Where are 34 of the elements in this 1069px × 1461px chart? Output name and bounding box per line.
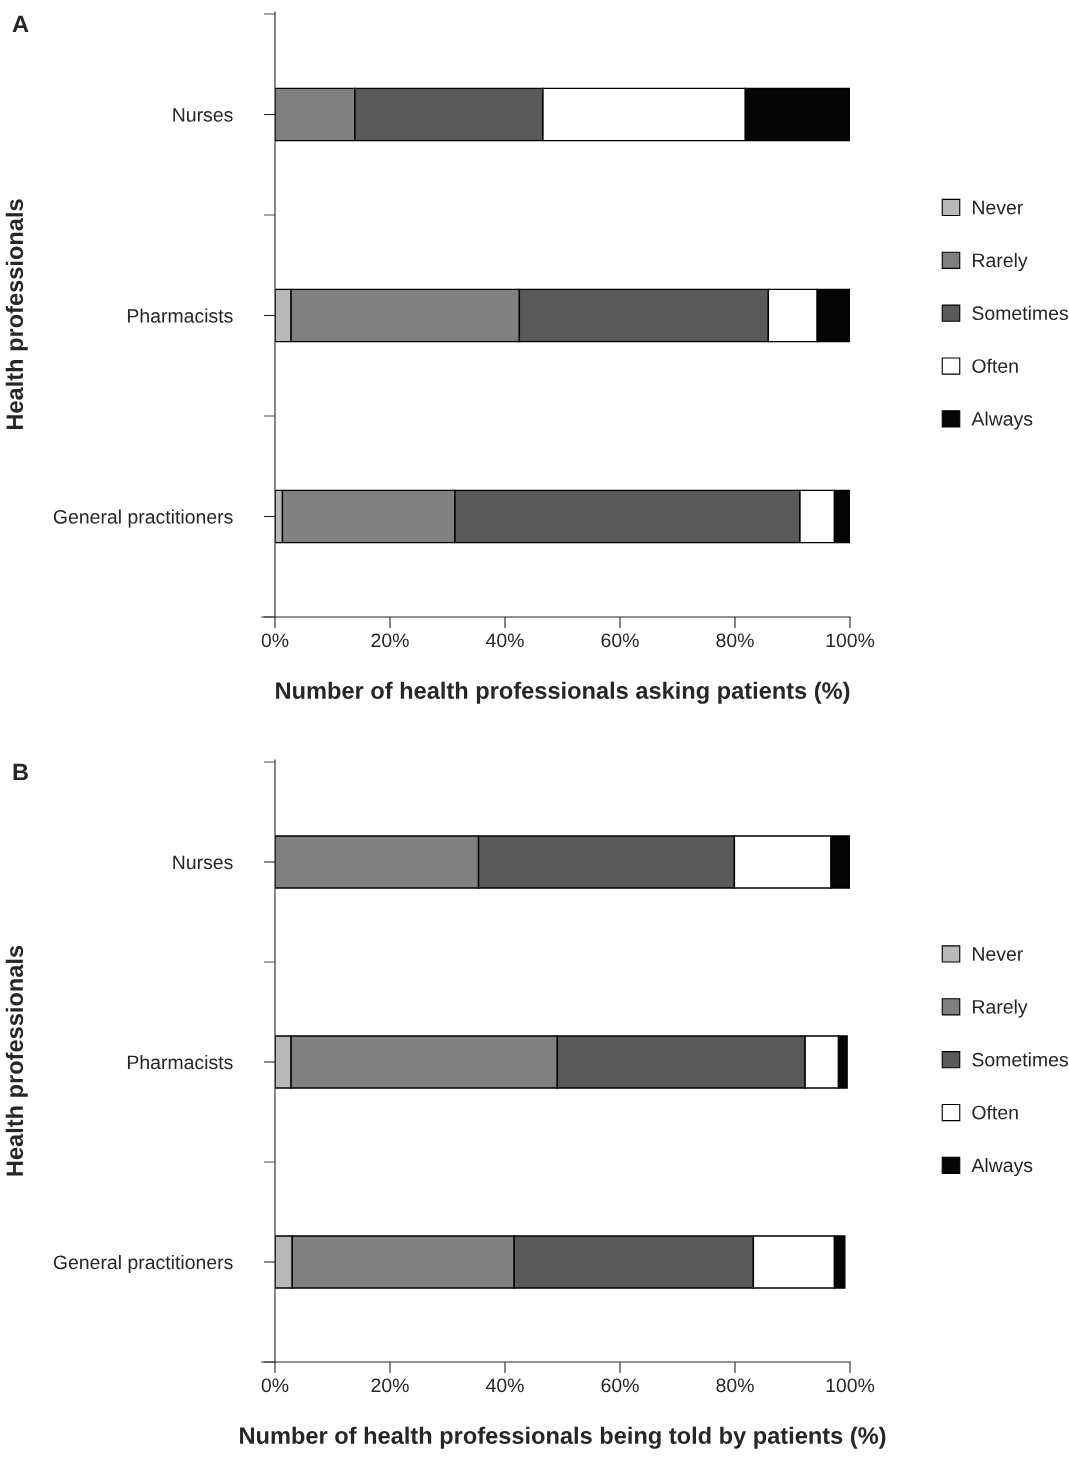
legend-label: Sometimes bbox=[972, 305, 1068, 321]
legend-label: Sometimes bbox=[972, 1052, 1068, 1067]
legend-label: Rarely bbox=[973, 252, 1028, 272]
x-tick-label: 80% bbox=[716, 633, 754, 648]
y-tick-label: Nurses bbox=[173, 108, 233, 122]
legend-label: Always bbox=[971, 1157, 1033, 1177]
x-tick-label: 0% bbox=[261, 633, 289, 648]
x-tick-label: 40% bbox=[485, 1378, 524, 1393]
legend-label: Always bbox=[971, 411, 1033, 430]
y-tick-label: Pharmacists bbox=[127, 1054, 233, 1070]
y-tick-label: Pharmacists bbox=[127, 308, 233, 323]
legend-label: Never bbox=[973, 200, 1023, 215]
y-tick-label: General practitioners bbox=[53, 1254, 233, 1274]
legend-label: Often bbox=[972, 358, 1018, 373]
x-tick-label: 100% bbox=[826, 633, 875, 648]
y-axis-title: Health professionals bbox=[5, 199, 28, 430]
x-tick-label: 40% bbox=[485, 633, 524, 648]
x-axis-title: Number of health professionals being told by patients (%) bbox=[240, 1426, 886, 1449]
legend-label: Never bbox=[973, 947, 1023, 961]
x-axis-title: Number of health professionals asking patients (%) bbox=[276, 681, 850, 704]
x-tick-label: 80% bbox=[716, 1378, 754, 1393]
x-tick-label: 0% bbox=[261, 1378, 289, 1393]
x-tick-label: 60% bbox=[601, 633, 639, 648]
text: A bbox=[12, 15, 29, 33]
y-tick-label: General practitioners bbox=[53, 509, 233, 528]
legend-label: Rarely bbox=[973, 999, 1028, 1018]
text: B bbox=[13, 763, 28, 781]
y-axis-title: Health professionals bbox=[5, 945, 28, 1176]
x-tick-label: 20% bbox=[371, 633, 409, 648]
x-tick-label: 100% bbox=[826, 1378, 875, 1393]
legend-label: Often bbox=[972, 1105, 1018, 1120]
y-tick-label: Nurses bbox=[173, 855, 233, 870]
x-tick-label: 20% bbox=[371, 1378, 409, 1393]
x-tick-label: 60% bbox=[601, 1378, 639, 1393]
